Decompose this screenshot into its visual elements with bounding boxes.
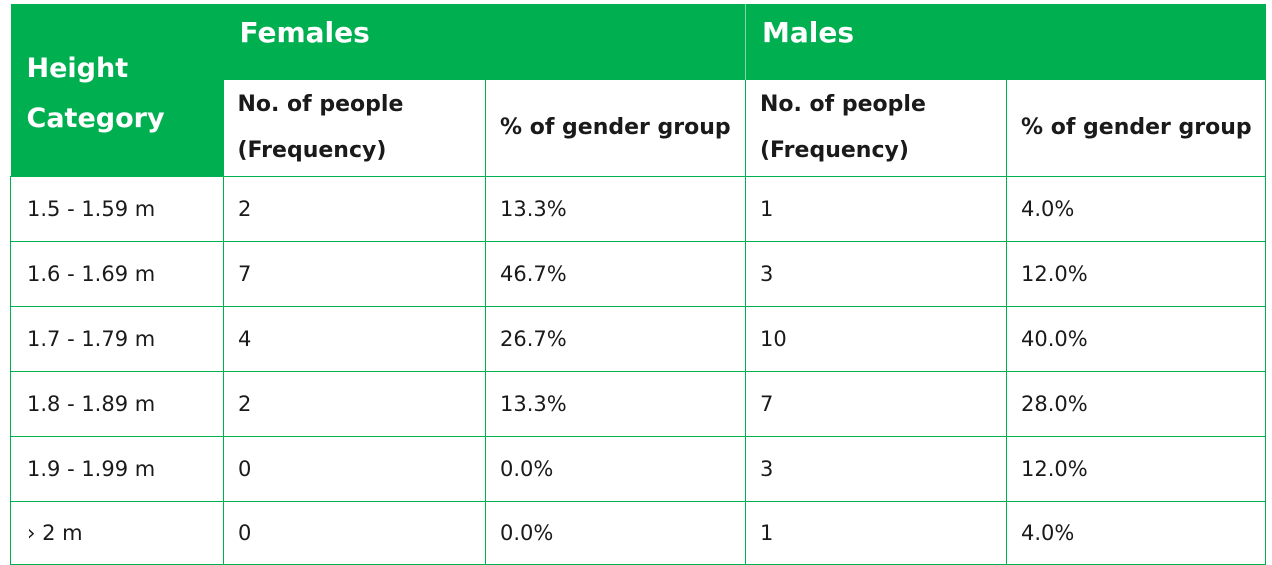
females-percent-cell: 26.7% [485,306,746,372]
males-count-cell: 7 [745,371,1007,437]
males-percent-cell: 4.0% [1005,176,1267,242]
table-row: 1.7 - 1.79 m 4 26.7% 10 40.0% [10,306,1267,372]
height-category-line1: Height [26,53,129,84]
males-frequency-line2: (Frequency) [760,138,909,163]
females-percent-cell: 13.3% [485,176,746,242]
females-percent-cell: 13.3% [485,371,746,437]
females-percent-cell: 0.0% [485,501,746,565]
males-count-cell: 1 [745,501,1007,565]
males-percent-cell: 28.0% [1005,371,1267,437]
table-row: 1.5 - 1.59 m 2 13.3% 1 4.0% [10,176,1267,242]
females-frequency-line2: (Frequency) [237,138,387,163]
females-percent-cell: 0.0% [485,436,746,502]
females-count-cell: 2 [223,371,486,437]
height-category-cell: 1.9 - 1.99 m [10,436,224,502]
females-count-cell: 7 [223,241,486,307]
height-category-cell: › 2 m [10,501,224,565]
females-frequency-header: No. of people (Frequency) [223,80,486,177]
table-row: 1.8 - 1.89 m 2 13.3% 7 28.0% [10,371,1267,437]
males-count-cell: 3 [745,241,1007,307]
males-percent-header: % of gender group [1006,80,1267,177]
males-count-cell: 10 [745,306,1007,372]
males-count-cell: 3 [745,436,1007,502]
females-percent-header: % of gender group [485,80,746,177]
height-category-line2: Category [26,103,165,134]
males-percent-cell: 12.0% [1005,241,1267,307]
females-count-cell: 0 [223,436,486,502]
males-percent-cell: 40.0% [1005,306,1267,372]
males-percent-cell: 4.0% [1005,501,1267,565]
females-percent-cell: 46.7% [485,241,746,307]
height-frequency-table: Height Category Females Males No. of peo… [10,4,1267,565]
header-row-columns: No. of people (Frequency) % of gender gr… [11,80,1267,177]
table-row: 1.9 - 1.99 m 0 0.0% 3 12.0% [10,436,1267,502]
females-frequency-line1: No. of people [237,92,404,117]
height-category-header: Height Category [10,4,224,177]
males-frequency-line1: No. of people [760,92,926,117]
height-category-cell: 1.6 - 1.69 m [10,241,224,307]
males-percent-cell: 12.0% [1005,436,1267,502]
females-count-cell: 0 [223,501,486,565]
females-count-cell: 4 [223,306,486,372]
height-category-cell: 1.8 - 1.89 m [10,371,224,437]
males-count-cell: 1 [745,176,1007,242]
table-row: › 2 m 0 0.0% 1 4.0% [10,501,1267,565]
females-count-cell: 2 [223,176,486,242]
header-row-groups: Height Category Females Males [10,4,1266,177]
males-group-header: Males [744,4,1266,80]
height-category-cell: 1.7 - 1.79 m [10,306,224,372]
table-row: 1.6 - 1.69 m 7 46.7% 3 12.0% [10,241,1267,307]
males-frequency-header: No. of people (Frequency) [745,80,1007,177]
females-group-header: Females [223,4,746,80]
height-category-cell: 1.5 - 1.59 m [10,176,224,242]
